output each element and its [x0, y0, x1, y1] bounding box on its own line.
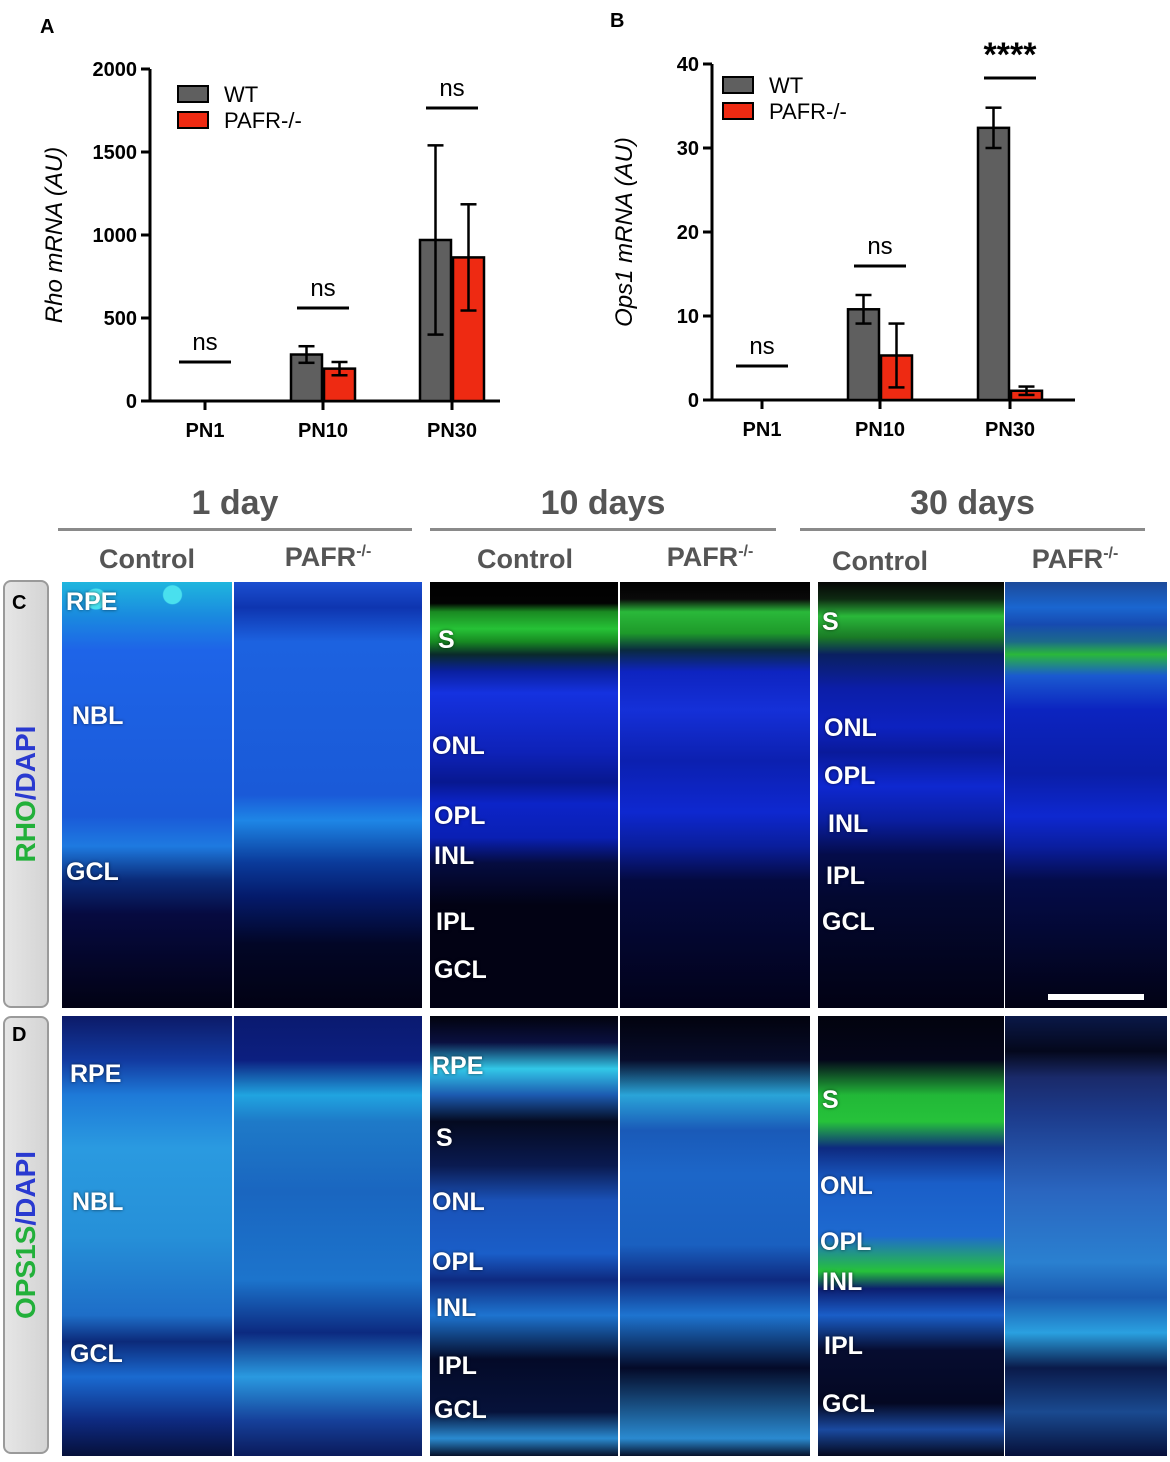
- legend-label: WT: [224, 82, 258, 107]
- layer-label: GCL: [822, 1390, 875, 1418]
- x-tick-label: PN30: [427, 420, 477, 442]
- micrograph-c-pafr-1day: [234, 582, 422, 1008]
- col-label-pafr-1day: PAFR-/-: [284, 542, 372, 572]
- y-tick-label: 40: [677, 54, 699, 76]
- micrograph-c-control-1day: [62, 582, 232, 1008]
- micrograph-d-pafr-1day: [234, 1016, 422, 1456]
- significance-label: ns: [867, 233, 892, 260]
- row-tab-rho-dapi: RHO/DAPI: [3, 580, 49, 1008]
- layer-label: IPL: [824, 1332, 863, 1360]
- layer-label: ONL: [432, 1188, 485, 1216]
- legend-swatch: [722, 102, 754, 120]
- layer-label: NBL: [72, 702, 124, 730]
- layer-label: OPL: [434, 802, 486, 830]
- layer-label: GCL: [434, 1396, 487, 1424]
- layer-label: RPE: [70, 1060, 122, 1088]
- x-tick-label: PN30: [985, 419, 1035, 441]
- layer-label: S: [822, 1086, 839, 1114]
- col-label-control-30days: Control: [832, 546, 928, 576]
- layer-label: S: [822, 608, 839, 636]
- micrograph-c-pafr-30days: [1005, 582, 1167, 1008]
- y-tick-label: 1000: [93, 225, 138, 247]
- layer-label: NBL: [72, 1188, 124, 1216]
- panel-letter-b: B: [610, 10, 625, 32]
- x-tick-label: PN1: [743, 419, 782, 441]
- y-tick-label: 0: [688, 390, 699, 412]
- bar: [976, 126, 1011, 402]
- x-tick-label: PN1: [186, 420, 225, 442]
- y-tick-label: 30: [677, 138, 699, 160]
- layer-label: ONL: [432, 732, 485, 760]
- col-label-pafr-10days: PAFR-/-: [666, 542, 754, 572]
- y-tick-label: 20: [677, 222, 699, 244]
- micrograph-d-control-1day: [62, 1016, 232, 1456]
- group-divider-10days: [430, 528, 776, 531]
- significance-label: ****: [984, 36, 1038, 74]
- layer-label: INL: [434, 842, 475, 870]
- layer-label: IPL: [438, 1352, 477, 1380]
- chart-a: 0 500 1000 1500 2000 Rho mRNA (AU) PN1 ns PN10 ns…: [41, 59, 500, 442]
- micrograph-c-control-30days: [818, 582, 1004, 1008]
- legend-swatch: [177, 111, 209, 129]
- col-label-control-10days: Control: [477, 544, 573, 574]
- layer-label: GCL: [66, 858, 119, 886]
- layer-label: IPL: [436, 908, 475, 936]
- x-tick-label: PN10: [298, 420, 348, 442]
- micrograph-c-pafr-10days: [620, 582, 810, 1008]
- y-axis-label: Rho mRNA (AU): [41, 147, 68, 323]
- layer-label: INL: [436, 1294, 477, 1322]
- layer-label: RPE: [66, 588, 118, 616]
- panel-letter-d: D: [12, 1024, 27, 1046]
- y-tick-label: 10: [677, 306, 699, 328]
- legend-swatch: [177, 85, 209, 103]
- panel-letter-a: A: [40, 16, 55, 38]
- row-tab-ops1s-dapi: OPS1S/DAPI: [3, 1016, 49, 1454]
- group-title-10days: 10 days: [540, 484, 666, 522]
- micrograph-d-pafr-10days: [620, 1016, 810, 1456]
- micrograph-d-pafr-30days: [1005, 1016, 1167, 1456]
- layer-label: S: [436, 1124, 453, 1152]
- layer-label: INL: [822, 1268, 863, 1296]
- layer-label: ONL: [820, 1172, 873, 1200]
- layer-label: ONL: [824, 714, 877, 742]
- significance-label: ns: [439, 75, 464, 102]
- group-title-1day: 1 day: [191, 484, 279, 522]
- y-tick-label: 2000: [93, 59, 138, 81]
- group-title-30days: 30 days: [910, 484, 1035, 522]
- group-divider-30days: [800, 528, 1145, 531]
- legend-label: PAFR-/-: [224, 108, 302, 133]
- layer-label: INL: [828, 810, 869, 838]
- y-tick-label: 0: [126, 391, 137, 413]
- layer-label: GCL: [434, 956, 487, 984]
- col-label-control-1day: Control: [99, 544, 195, 574]
- chart-b: 0 10 20 30 40 Ops1 mRNA (AU) PN1 ns PN10 ns PN30 **…: [611, 36, 1075, 441]
- legend-label: WT: [769, 73, 803, 98]
- layer-label: GCL: [822, 908, 875, 936]
- layer-label: OPL: [824, 762, 876, 790]
- x-tick-label: PN10: [855, 419, 905, 441]
- legend-swatch: [722, 76, 754, 94]
- y-axis-label: Ops1 mRNA (AU): [611, 137, 638, 327]
- micrograph-d-control-10days: [430, 1016, 618, 1456]
- significance-label: ns: [192, 329, 217, 356]
- significance-label: ns: [310, 275, 335, 302]
- layer-label: OPL: [820, 1228, 872, 1256]
- group-divider-1day: [58, 528, 412, 531]
- layer-label: IPL: [826, 862, 865, 890]
- layer-label: GCL: [70, 1340, 123, 1368]
- y-tick-label: 1500: [93, 142, 138, 164]
- y-tick-label: 500: [104, 308, 137, 330]
- col-label-pafr-30days: PAFR-/-: [1031, 544, 1119, 574]
- significance-label: ns: [749, 333, 774, 360]
- layer-label: RPE: [432, 1052, 484, 1080]
- scale-bar: [1048, 994, 1144, 1000]
- layer-label: OPL: [432, 1248, 484, 1276]
- micrograph-d-control-30days: [818, 1016, 1004, 1456]
- panel-letter-c: C: [12, 592, 27, 614]
- legend-label: PAFR-/-: [769, 99, 847, 124]
- layer-label: S: [438, 626, 455, 654]
- micrograph-c-control-10days: [430, 582, 618, 1008]
